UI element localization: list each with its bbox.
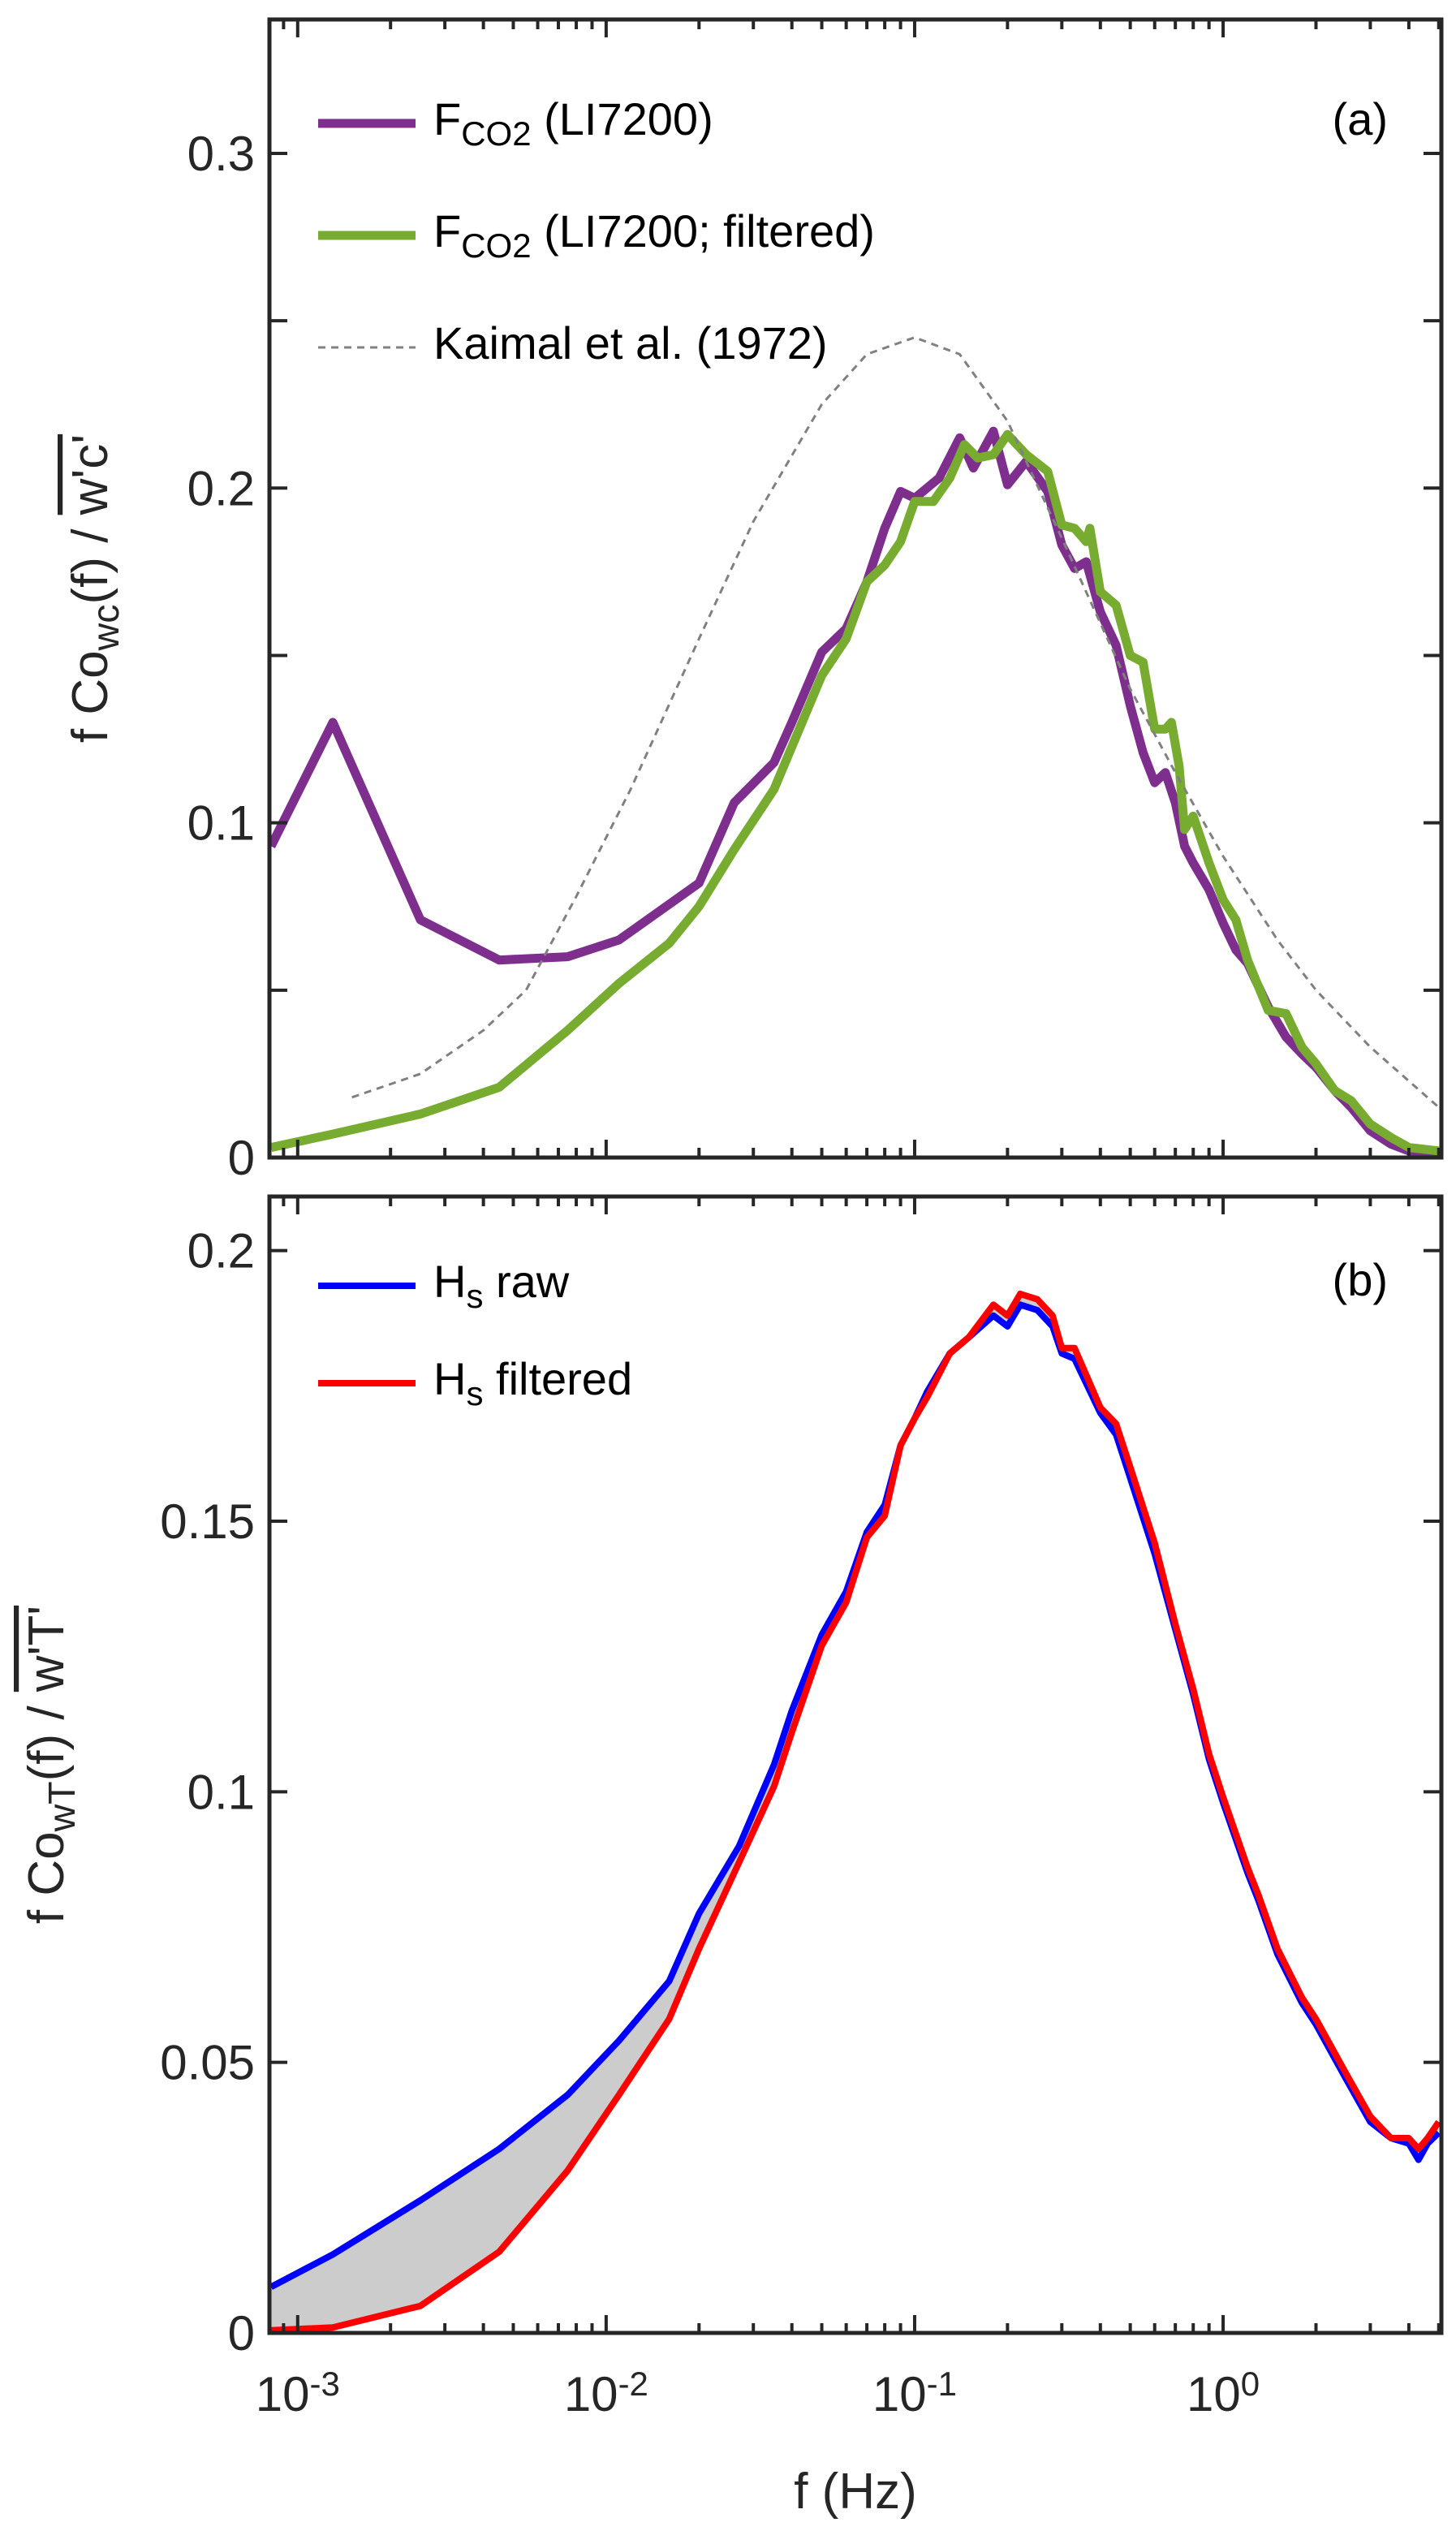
legend-entry-1-part: (LI7200; filtered) [532,205,875,257]
x-tick-label-part: 0 [1241,2365,1260,2403]
x-tick-label-part: -2 [618,2365,648,2403]
legend-entry-0: Hs raw [433,1256,570,1315]
legend-entry-1-part: H [433,1353,466,1404]
panel-label: (a) [1333,93,1388,144]
legend-entry-1: Hs filtered [433,1353,632,1412]
y-axis-label: f Cowc(f) / w'c' [62,434,127,743]
axes-frame [267,17,1444,1160]
x-tick-label-part: 10 [256,2367,310,2421]
y-axis-label-part: w'c' [62,434,118,515]
y-axis-label: f CowT(f) / w'T' [19,1606,83,1924]
y-tick-label: 0.05 [160,2036,255,2090]
y-axis-label-part: (f) / [19,1692,75,1781]
series-line-1 [269,429,1440,1156]
legend-entry-1-part: s [466,1374,483,1412]
series-line-1 [270,1291,1441,2333]
y-tick-label: 0.1 [187,1765,255,1819]
y-tick-label: 0.3 [187,127,255,181]
y-tick-label: 0 [228,1131,255,1185]
y-axis-label-part: wT [41,1781,83,1832]
x-tick-label: 10-2 [564,2365,648,2421]
legend-entry-1-part: F [433,205,461,257]
legend-entry-0-part: H [433,1256,466,1307]
legend-entry-2-part: Kaimal et al. (1972) [433,317,828,369]
y-tick-label: 0.15 [160,1494,255,1549]
x-tick-label-part: -3 [309,2365,339,2403]
x-tick-label-part: 10 [872,2367,927,2421]
legend-entry-0-part: CO2 [461,114,531,153]
panel-a: 00.10.20.3f Cowc(f) / w'c'(a)FCO2 (LI720… [62,17,1444,1185]
x-axis-label: f (Hz) [794,2464,917,2520]
y-axis-label-part: wc [84,605,127,652]
legend-entry-0-part: F [433,93,461,144]
legend-entry-0-part: s [466,1277,483,1315]
axes-frame [267,1194,1444,2335]
series-line-2 [351,336,1440,1109]
panel-label: (b) [1333,1254,1388,1305]
legend-entry-1-part: filtered [483,1353,632,1404]
x-tick-label: 10-3 [256,2365,340,2421]
x-tick-label-part: 10 [1187,2367,1241,2421]
legend-entry-0: FCO2 (LI7200) [433,93,713,153]
legend: FCO2 (LI7200)FCO2 (LI7200; filtered)Kaim… [318,93,875,369]
legend-entry-1: FCO2 (LI7200; filtered) [433,205,875,265]
x-tick-label: 100 [1187,2365,1260,2421]
y-axis-label-part: w'T' [19,1606,75,1692]
y-tick-label: 0.2 [187,1224,255,1278]
legend-entry-0-part: (LI7200) [532,93,713,144]
series-line-0 [269,426,1439,1158]
y-tick-label: 0.2 [187,461,255,515]
x-tick-label-part: 10 [564,2367,618,2421]
legend-entry-0-part: raw [483,1256,569,1307]
legend-entry-2: Kaimal et al. (1972) [433,317,828,369]
series-line-0 [269,1301,1441,2290]
y-axis-label-part: f Co [19,1831,75,1924]
shaded-difference-area [271,1294,1439,2331]
x-tick-label: 10-1 [872,2365,957,2421]
y-tick-label: 0 [228,2306,255,2361]
x-tick-label-part: -1 [927,2365,957,2403]
legend-entry-1-part: CO2 [461,226,531,265]
y-axis-label-part: (f) / [62,515,118,604]
y-tick-label: 0.1 [187,796,255,851]
y-axis-label-part: f Co [62,650,118,743]
